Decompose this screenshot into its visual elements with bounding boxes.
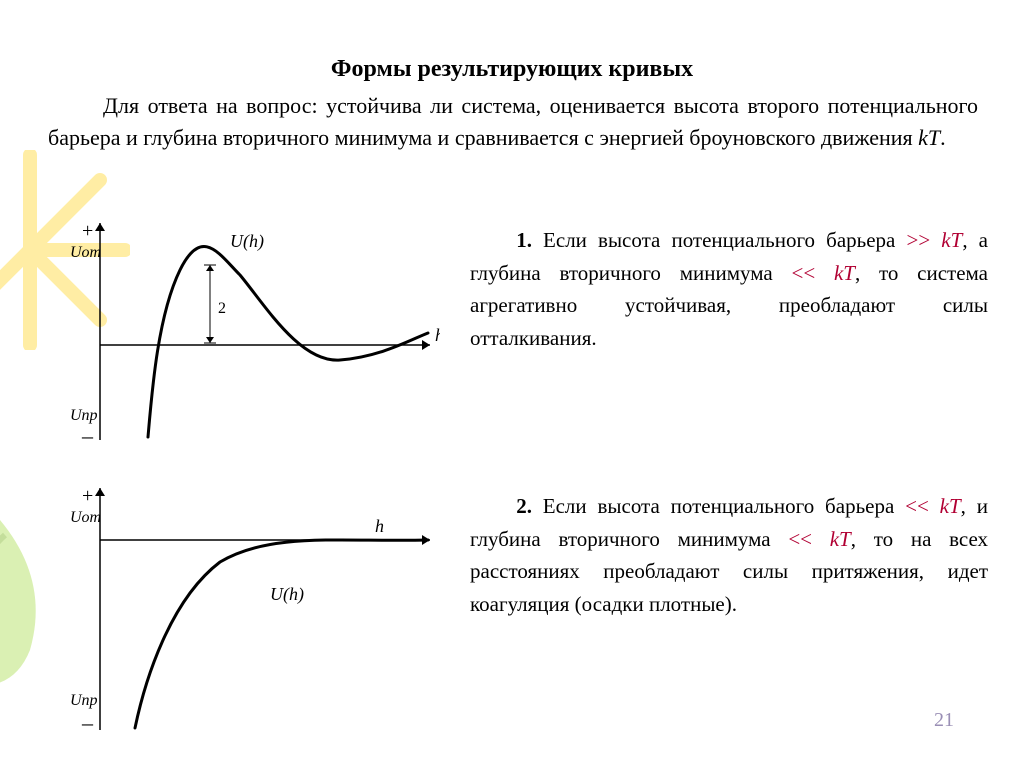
intro-text-1: Для ответа на вопрос: устойчива ли систе… <box>48 93 978 150</box>
page-number: 21 <box>934 709 954 732</box>
para1-kt1: kT <box>930 228 962 252</box>
svg-text:Uот: Uот <box>70 244 101 261</box>
svg-text:Uпр: Uпр <box>70 692 98 709</box>
svg-text:Uпр: Uпр <box>70 407 98 424</box>
para1-kt2: kT <box>815 261 855 285</box>
para2-number: 2. <box>516 494 532 518</box>
svg-text:h: h <box>435 325 440 345</box>
para1-number: 1. <box>516 228 532 252</box>
svg-text:U(h): U(h) <box>270 584 304 605</box>
svg-text:+: + <box>82 220 93 242</box>
page-title: Формы результирующих кривых <box>0 56 1024 83</box>
svg-text:2: 2 <box>218 300 226 317</box>
svg-text:–: – <box>81 423 94 448</box>
para2-lt1: << <box>905 494 929 518</box>
paragraph-1: 1. Если высота потенциального барьера >>… <box>470 224 988 354</box>
paragraph-2: 2. Если высота потенциального барьера <<… <box>470 490 988 620</box>
chart-1: + Uот Uпр– U(h) h 2 <box>40 215 440 455</box>
intro-kt: kT <box>918 125 940 150</box>
chart-2: + Uот Uпр– U(h) h <box>40 480 440 740</box>
svg-text:Uот: Uот <box>70 509 101 526</box>
para1-text-a: Если высота потенциального барьера <box>532 228 907 252</box>
para2-lt2: << <box>788 527 812 551</box>
svg-text:h: h <box>375 516 384 536</box>
para2-kt1: kT <box>929 494 961 518</box>
slide-page: Формы результирующих кривых Для ответа н… <box>0 0 1024 768</box>
para2-kt2: kT <box>812 527 851 551</box>
svg-text:U(h): U(h) <box>230 231 264 252</box>
para1-lt: << <box>791 261 815 285</box>
svg-text:+: + <box>82 485 93 507</box>
chart-1-svg: + Uот Uпр– U(h) h 2 <box>40 215 440 455</box>
chart-2-svg: + Uот Uпр– U(h) h <box>40 480 440 740</box>
para1-gt: >> <box>907 228 931 252</box>
intro-paragraph: Для ответа на вопрос: устойчива ли систе… <box>48 90 978 154</box>
para2-text-a: Если высота потенциального барьера <box>532 494 905 518</box>
intro-tail: . <box>940 125 946 150</box>
svg-text:–: – <box>81 710 94 735</box>
